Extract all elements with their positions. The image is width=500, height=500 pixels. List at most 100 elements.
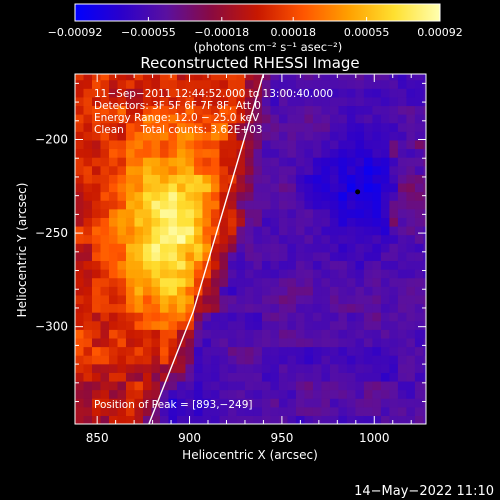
heatmap-cell (372, 139, 382, 150)
heatmap-cell (363, 105, 374, 115)
heatmap-cell (380, 277, 391, 287)
heatmap-cell (236, 355, 246, 365)
heatmap-cell (389, 363, 399, 373)
heatmap-cell (397, 294, 408, 305)
heatmap-cell (75, 346, 85, 356)
heatmap-cell (321, 277, 331, 287)
heatmap-cell (414, 329, 425, 339)
heatmap-cell (117, 74, 127, 81)
heatmap-cell (278, 415, 289, 424)
heatmap-cell (92, 191, 102, 201)
heatmap-cell (210, 225, 221, 236)
heatmap-cell (227, 363, 238, 373)
heatmap-cell (278, 303, 289, 313)
heatmap-cell (295, 406, 306, 416)
heatmap-cell (423, 79, 426, 89)
heatmap-cell (176, 415, 187, 424)
heatmap-cell (278, 131, 289, 141)
heatmap-cell (278, 74, 289, 81)
heatmap-cell (227, 269, 238, 279)
heatmap-cell (100, 200, 110, 210)
heatmap-cell (75, 217, 85, 227)
heatmap-cell (363, 312, 374, 322)
heatmap-cell (117, 286, 127, 296)
heatmap-cell (227, 131, 238, 141)
heatmap-cell (142, 355, 153, 365)
heatmap-cell (406, 363, 416, 373)
heatmap-cell (219, 208, 229, 218)
heatmap-cell (406, 346, 416, 356)
heatmap-cell (176, 260, 187, 270)
heatmap-cell (397, 208, 408, 218)
heatmap-cell (278, 286, 289, 296)
heatmap-cell (193, 148, 204, 158)
heatmap-cell (159, 294, 170, 305)
heatmap-cell (83, 165, 93, 175)
heatmap-cell (100, 114, 110, 124)
heatmap-cell (304, 355, 314, 365)
heatmap-cell (380, 320, 391, 330)
heatmap-cell (312, 260, 323, 270)
heatmap-cell (108, 74, 119, 81)
heatmap-cell (278, 174, 289, 184)
heatmap-cell (363, 148, 374, 158)
heatmap-cell (185, 234, 195, 244)
heatmap-cell (83, 363, 93, 373)
heatmap-cell (202, 329, 212, 339)
heatmap-cell (134, 157, 144, 167)
heatmap-cell (244, 165, 255, 175)
heatmap-cell (423, 96, 426, 107)
heatmap-cell (363, 208, 374, 218)
heatmap-cell (261, 157, 272, 167)
heatmap-cell (83, 122, 93, 132)
heatmap-cell (321, 346, 331, 356)
heatmap-cell (304, 200, 314, 210)
heatmap-cell (117, 303, 127, 313)
heatmap-cell (372, 165, 382, 175)
heatmap-cell (346, 165, 357, 175)
heatmap-cell (406, 320, 416, 330)
heatmap-cell (185, 200, 195, 210)
heatmap-cell (168, 277, 178, 287)
heatmap-cell (168, 174, 178, 184)
heatmap-cell (287, 217, 297, 227)
heatmap-cell (125, 398, 136, 408)
heatmap-cell (227, 96, 238, 107)
heatmap-cell (253, 355, 263, 365)
heatmap-cell (210, 114, 221, 124)
heatmap-cell (278, 320, 289, 330)
heatmap-cell (176, 243, 187, 253)
heatmap-cell (355, 329, 365, 339)
heatmap-cell (397, 96, 408, 107)
heatmap-cell (253, 105, 263, 115)
heatmap-cell (253, 303, 263, 313)
heatmap-cell (227, 88, 238, 98)
heatmap-cell (363, 234, 374, 244)
heatmap-cell (270, 234, 280, 244)
heatmap-cell (346, 114, 357, 124)
heatmap-cell (83, 243, 93, 253)
heatmap-cell (270, 88, 280, 98)
heatmap-cell (423, 74, 426, 81)
heatmap-cell (185, 389, 195, 399)
heatmap-cell (168, 294, 178, 305)
heatmap-cell (304, 269, 314, 279)
colorbar (74, 3, 441, 22)
heatmap-cell (108, 182, 119, 193)
heatmap-cell (397, 165, 408, 175)
heatmap-cell (278, 329, 289, 339)
heatmap-cell (185, 139, 195, 150)
heatmap-cell (159, 406, 170, 416)
heatmap-cell (151, 79, 161, 89)
heatmap-cell (185, 277, 195, 287)
heatmap-cell (125, 320, 136, 330)
heatmap-cell (134, 355, 144, 365)
heatmap-cell (75, 380, 85, 391)
heatmap-cell (270, 355, 280, 365)
heatmap-cell (75, 88, 85, 98)
heatmap-cell (176, 389, 187, 399)
heatmap-cell (168, 355, 178, 365)
heatmap-cell (125, 79, 136, 89)
heatmap-cell (270, 389, 280, 399)
heatmap-cell (151, 182, 161, 193)
